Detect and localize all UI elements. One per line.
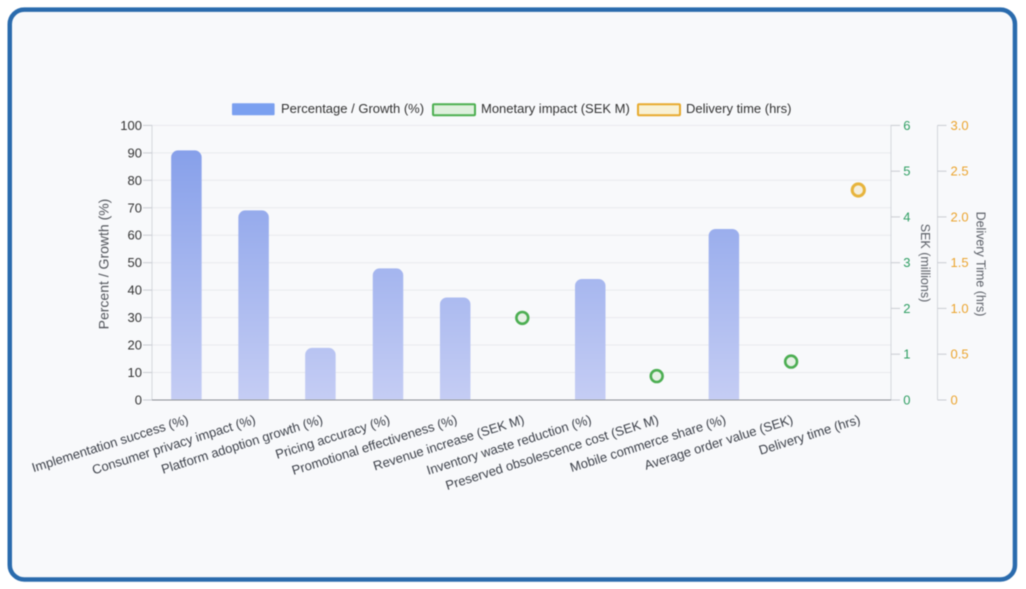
svg-text:10: 10: [128, 365, 142, 380]
svg-text:20: 20: [128, 338, 142, 353]
svg-text:50: 50: [128, 255, 142, 270]
svg-text:1.5: 1.5: [951, 255, 969, 270]
svg-text:3: 3: [903, 255, 910, 270]
svg-text:6: 6: [903, 118, 910, 133]
svg-text:90: 90: [128, 145, 142, 160]
svg-text:1.0: 1.0: [951, 301, 969, 316]
svg-text:0.5: 0.5: [951, 347, 969, 362]
svg-text:Delivery Time (hrs): Delivery Time (hrs): [974, 212, 988, 317]
svg-text:Monetary impact (SEK M): Monetary impact (SEK M): [481, 101, 630, 116]
svg-text:80: 80: [128, 173, 142, 188]
svg-text:0: 0: [951, 393, 958, 408]
svg-text:30: 30: [128, 310, 142, 325]
svg-text:70: 70: [128, 200, 142, 215]
svg-text:60: 60: [128, 228, 142, 243]
svg-text:1: 1: [903, 347, 910, 362]
svg-text:Percentage / Growth (%): Percentage / Growth (%): [281, 101, 424, 116]
svg-text:5: 5: [903, 164, 910, 179]
svg-text:0: 0: [903, 393, 910, 408]
svg-text:100: 100: [120, 118, 142, 133]
svg-text:Percent / Growth (%): Percent / Growth (%): [96, 199, 112, 330]
svg-text:3.0: 3.0: [951, 118, 969, 133]
svg-text:40: 40: [128, 283, 142, 298]
svg-text:2: 2: [903, 301, 910, 316]
svg-text:0: 0: [135, 393, 142, 408]
svg-text:4: 4: [903, 209, 910, 224]
svg-text:2.0: 2.0: [951, 209, 969, 224]
svg-text:SEK (millions): SEK (millions): [918, 224, 932, 303]
svg-text:2.5: 2.5: [951, 164, 969, 179]
svg-text:Delivery time (hrs): Delivery time (hrs): [686, 101, 791, 116]
